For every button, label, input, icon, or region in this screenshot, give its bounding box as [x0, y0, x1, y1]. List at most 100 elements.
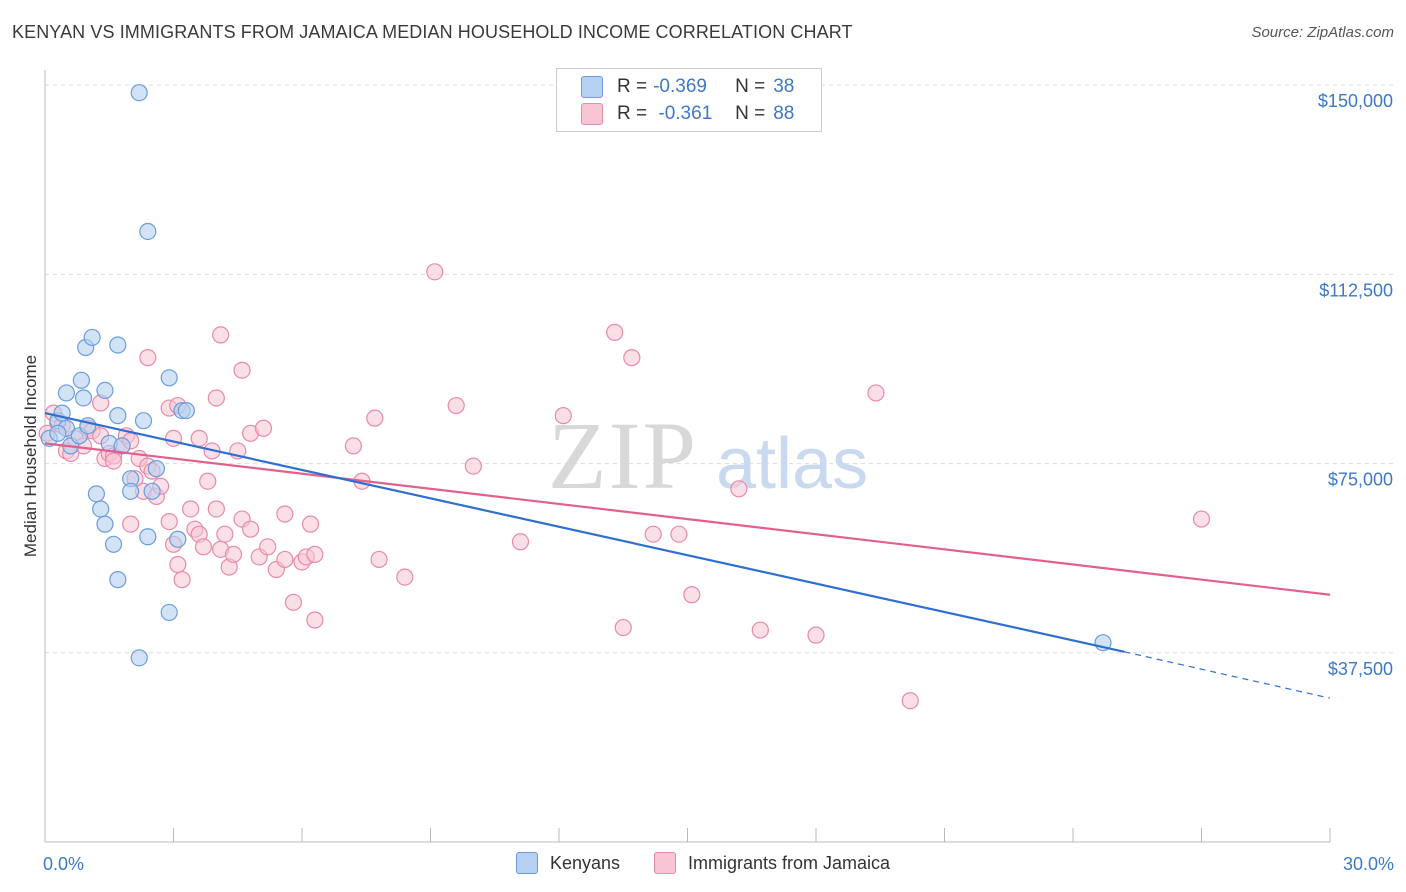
legend-n-value: 38	[773, 76, 795, 97]
kenyan-point	[160, 603, 178, 622]
kenyan-point	[72, 371, 91, 389]
watermark: ZIP atlas	[548, 402, 868, 509]
jamaica-point	[190, 429, 208, 447]
kenyan-point	[74, 389, 93, 407]
series-kenyan-points	[40, 84, 1112, 667]
kenyan-point	[49, 424, 67, 442]
kenyan-point	[96, 515, 114, 533]
jamaica-point	[242, 520, 260, 538]
kenyan-point	[139, 222, 157, 241]
jamaica-point	[160, 512, 178, 531]
kenyan-point	[147, 460, 165, 478]
kenyan-point	[57, 384, 76, 402]
y-tick-label: $150,000	[1318, 91, 1393, 111]
legend-row-kenyan: R = -0.369 N = 38	[581, 75, 794, 99]
jamaica-point	[670, 525, 688, 543]
jamaica-point	[207, 500, 225, 518]
jamaica-point	[164, 429, 183, 447]
jamaica-point	[199, 472, 217, 490]
jamaica-trend-line	[44, 442, 1331, 596]
kenyan-point	[143, 482, 161, 500]
kenyan-point	[96, 381, 114, 400]
jamaica-point	[224, 545, 243, 563]
jamaica-point	[370, 550, 388, 569]
legend-row-jamaica: R = -0.361 N = 88	[581, 102, 794, 126]
jamaica-point	[212, 326, 230, 344]
axes: $37,500 $75,000 $112,500 $150,000 0.0% 30.0%	[43, 70, 1394, 874]
jamaica-point	[182, 500, 200, 518]
legend-label-jamaica: Immigrants from Jamaica	[688, 852, 891, 873]
legend-item-kenyans[interactable]: Kenyans	[515, 852, 620, 874]
jamaica-legend-swatch-icon	[654, 852, 676, 874]
kenyan-point	[160, 369, 178, 387]
jamaica-point	[276, 505, 294, 523]
jamaica-point	[139, 349, 157, 367]
kenyan-point	[83, 328, 101, 347]
jamaica-point	[867, 384, 885, 402]
jamaica-point	[122, 515, 140, 533]
jamaica-point	[807, 626, 825, 644]
jamaica-point	[554, 407, 572, 425]
jamaica-point	[169, 555, 187, 574]
jamaica-point	[623, 349, 641, 367]
legend-n-label: N =	[735, 76, 766, 97]
legend-r-value: -0.369	[653, 76, 707, 97]
kenyan-point	[113, 437, 131, 455]
jamaica-point	[730, 480, 748, 498]
kenyan-trend-extension	[1124, 651, 1331, 699]
kenyan-point	[109, 571, 127, 589]
jamaica-point	[1192, 510, 1211, 528]
jamaica-point	[306, 545, 324, 563]
jamaica-point	[306, 611, 324, 629]
kenyan-point	[139, 528, 157, 546]
y-tick-label: $112,500	[1319, 280, 1393, 300]
kenyan-point	[92, 500, 110, 518]
legend-n-label: N =	[735, 103, 766, 124]
legend-label-kenyans: Kenyans	[549, 852, 620, 873]
jamaica-point	[216, 525, 234, 543]
jamaica-point	[173, 571, 191, 589]
kenyan-point	[169, 530, 187, 548]
legend-r-value: -0.361	[653, 103, 713, 124]
jamaica-point	[301, 515, 320, 533]
jamaica-point	[104, 452, 123, 470]
jamaica-point	[751, 621, 769, 639]
watermark-zip: ZIP	[548, 402, 698, 509]
x-tick-label: 0.0%	[43, 854, 84, 874]
source-label: Source: ZipAtlas.com	[1251, 24, 1394, 41]
jamaica-point	[511, 533, 530, 551]
trend-lines	[44, 412, 1331, 699]
jamaica-point	[259, 538, 277, 556]
chart-title: KENYAN VS IMMIGRANTS FROM JAMAICA MEDIAN…	[12, 22, 853, 42]
kenyan-point	[109, 407, 127, 425]
jamaica-point	[366, 409, 384, 427]
kenyan-legend-swatch-icon	[515, 852, 538, 874]
jamaica-point	[344, 437, 362, 455]
jamaica-point	[284, 593, 303, 611]
jamaica-point	[606, 323, 624, 341]
jamaica-point	[447, 396, 465, 415]
series-legend: Kenyans Immigrants from Jamaica	[0, 852, 1406, 874]
kenyan-point	[130, 84, 148, 102]
jamaica-point	[464, 457, 482, 475]
jamaica-point	[233, 361, 251, 379]
jamaica-point	[194, 538, 213, 556]
y-axis-title: Median Household Income	[21, 355, 40, 557]
legend-r-label: R =	[617, 103, 648, 124]
jamaica-point	[426, 263, 444, 281]
jamaica-point	[901, 692, 919, 710]
jamaica-point	[614, 618, 632, 637]
kenyan-point	[79, 417, 97, 435]
y-tick-label: $75,000	[1328, 470, 1393, 490]
legend-item-jamaica[interactable]: Immigrants from Jamaica	[654, 852, 890, 874]
kenyan-point	[122, 482, 140, 500]
kenyan-point	[130, 649, 148, 667]
jamaica-point	[276, 550, 294, 569]
x-tick-label: 30.0%	[1343, 854, 1394, 874]
jamaica-point	[254, 419, 273, 437]
kenyan-point	[109, 336, 127, 354]
kenyan-trend-line	[44, 412, 1125, 653]
jamaica-point	[396, 568, 414, 586]
kenyan-point	[104, 535, 123, 553]
